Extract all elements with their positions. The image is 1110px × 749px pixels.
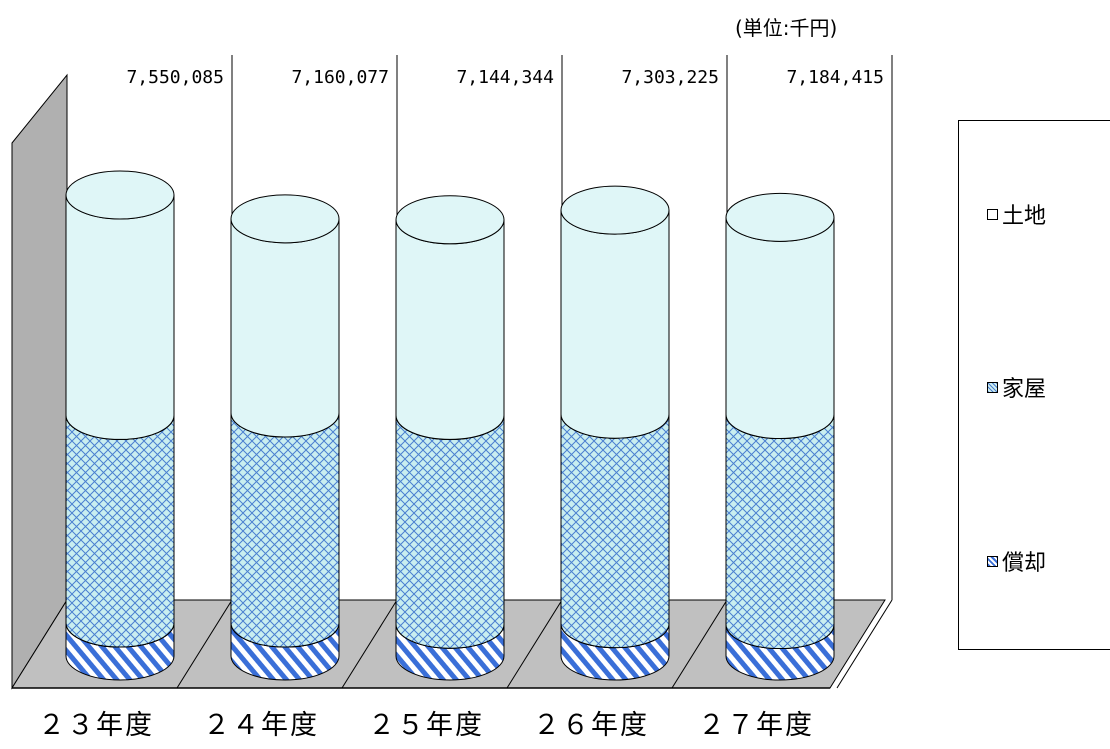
bar-top-cap (560, 185, 670, 235)
floor-divider (341, 599, 398, 689)
bar-top-cap (230, 194, 340, 244)
x-tick-label: ２５年度 (368, 710, 484, 741)
bar-top-cap (395, 195, 505, 245)
x-tick-label: ２３年度 (38, 710, 154, 741)
bar-top-cap (725, 192, 835, 242)
bar-top-cap (65, 170, 175, 220)
legend-label-house: 家屋 (1002, 377, 1047, 402)
total-value-label: 7,184,415 (786, 67, 884, 88)
unit-label: (単位:千円) (735, 16, 838, 40)
floor-divider (506, 599, 563, 689)
bar-segment-house (230, 412, 340, 648)
legend-item-land: 土地 (987, 198, 1046, 230)
bar-segment-house (725, 414, 835, 650)
legend-swatch-house (987, 381, 998, 393)
total-value-label: 7,144,344 (456, 67, 554, 88)
total-value-label: 7,160,077 (291, 67, 389, 88)
x-tick-label: ２４年度 (203, 710, 319, 741)
legend-item-depreciable: 償却 (987, 545, 1046, 577)
x-tick-label: ２６年度 (533, 710, 649, 741)
bar-segment-house (395, 415, 505, 649)
bar-segment-land (725, 217, 835, 440)
legend: 土地 家屋 償却 (958, 120, 1110, 650)
back-wall (11, 73, 68, 690)
bar-segment-land (395, 219, 505, 440)
legend-label-land: 土地 (1002, 204, 1047, 229)
bar-segment-land (560, 210, 670, 439)
x-tick-label: ２７年度 (698, 710, 814, 741)
legend-swatch-land (987, 208, 998, 220)
floor-divider (836, 599, 893, 689)
bar-segment-land (230, 218, 340, 438)
legend-label-depreciable: 償却 (1002, 551, 1047, 576)
bar-segment-house (65, 415, 175, 648)
total-value-label: 7,303,225 (621, 67, 719, 88)
legend-swatch-depreciable (987, 555, 998, 567)
floor-divider (671, 599, 728, 689)
bar-segment-land (65, 194, 175, 440)
legend-item-house: 家屋 (987, 371, 1046, 403)
total-value-label: 7,550,085 (126, 67, 224, 88)
bar-segment-house (560, 414, 670, 649)
floor-divider (176, 599, 233, 689)
